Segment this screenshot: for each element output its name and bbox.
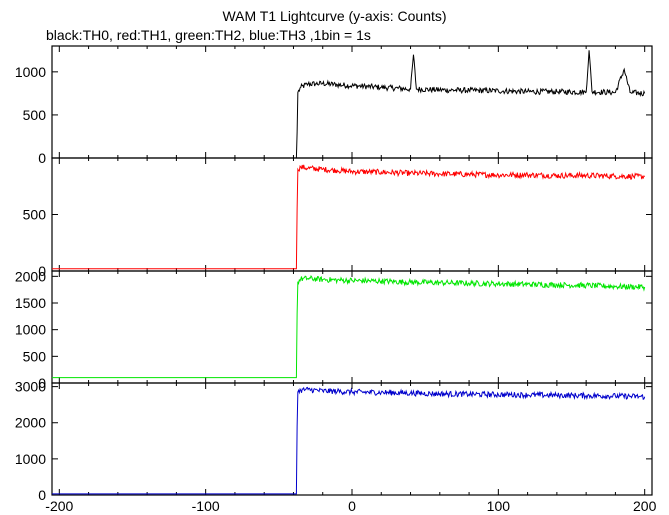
y-tick-label: 0 bbox=[38, 150, 46, 166]
y-tick-label: 1500 bbox=[15, 295, 46, 311]
y-tick-label: 1000 bbox=[15, 451, 46, 467]
x-tick-label: -100 bbox=[192, 498, 220, 514]
y-tick-label: 0 bbox=[38, 487, 46, 503]
series-line-th3 bbox=[52, 386, 646, 495]
x-tick-label: -200 bbox=[45, 498, 73, 514]
y-tick-label: 500 bbox=[23, 207, 47, 223]
x-tick-label: 0 bbox=[348, 498, 356, 514]
series-line-th1 bbox=[52, 164, 646, 270]
y-tick-label: 2000 bbox=[15, 415, 46, 431]
y-tick-label: 2000 bbox=[15, 268, 46, 284]
y-tick-label: 0 bbox=[38, 375, 46, 391]
series-line-th2 bbox=[52, 275, 646, 379]
chart-subtitle: black:TH0, red:TH1, green:TH2, blue:TH3 … bbox=[46, 27, 371, 43]
y-tick-label: 3000 bbox=[15, 379, 46, 395]
panel-frame-th2 bbox=[51, 270, 653, 384]
y-tick-label: 1000 bbox=[15, 322, 46, 338]
series-line-th0 bbox=[52, 50, 646, 159]
y-tick-label: 500 bbox=[23, 348, 47, 364]
panel-frame-th0 bbox=[51, 45, 653, 159]
y-tick-label: 500 bbox=[23, 107, 47, 123]
x-tick-label: 100 bbox=[487, 498, 511, 514]
panel-frame-th3 bbox=[51, 382, 653, 496]
y-tick-label: 0 bbox=[38, 263, 46, 279]
chart-title: WAM T1 Lightcurve (y-axis: Counts) bbox=[222, 8, 447, 24]
x-tick-label: 200 bbox=[633, 498, 657, 514]
y-tick-label: 1000 bbox=[15, 64, 46, 80]
